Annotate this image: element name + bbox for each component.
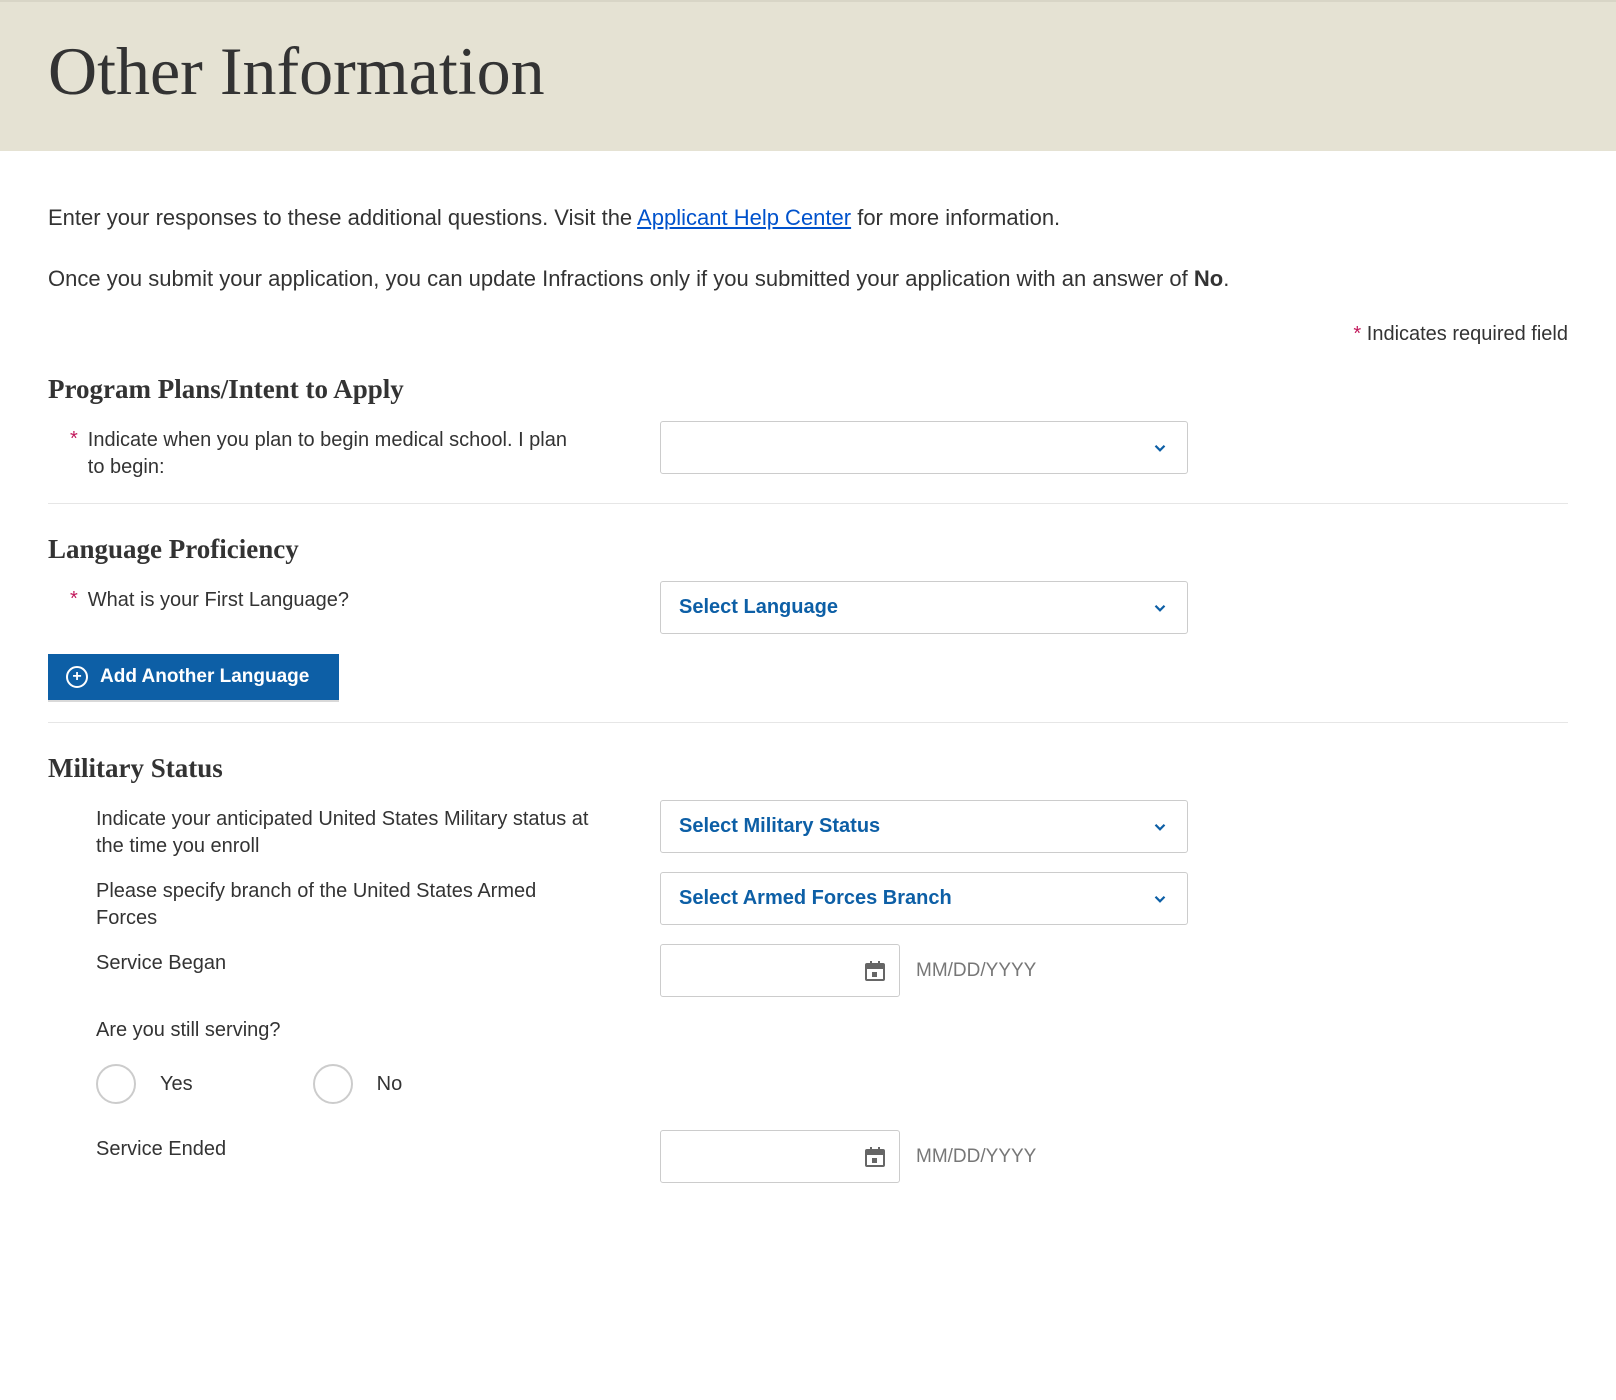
chevron-down-icon — [1151, 818, 1169, 836]
content-area: Enter your responses to these additional… — [0, 151, 1616, 1241]
input-col — [660, 421, 1568, 474]
page-title: Other Information — [48, 32, 1568, 111]
required-note-text: Indicates required field — [1361, 323, 1568, 345]
row-service-began: Service Began MM/DD/YYYY — [48, 944, 1568, 997]
divider — [48, 722, 1568, 723]
row-military-status: Indicate your anticipated United States … — [48, 800, 1568, 860]
date-wrap: MM/DD/YYYY — [660, 1130, 1568, 1183]
intro-paragraph-2: Once you submit your application, you ca… — [48, 262, 1568, 295]
input-col: MM/DD/YYYY — [660, 944, 1568, 997]
date-format-hint: MM/DD/YYYY — [916, 1146, 1036, 1168]
section-heading-military: Military Status — [48, 753, 1568, 784]
row-still-serving: Are you still serving? — [48, 1011, 1568, 1044]
radio-icon — [313, 1064, 353, 1104]
input-col: MM/DD/YYYY — [660, 1130, 1568, 1183]
select-placeholder: Select Armed Forces Branch — [679, 887, 952, 910]
row-service-ended: Service Ended MM/DD/YYYY — [48, 1130, 1568, 1183]
radio-option-no[interactable]: No — [313, 1064, 403, 1104]
select-armed-forces-branch[interactable]: Select Armed Forces Branch — [660, 872, 1188, 925]
date-input-service-began[interactable] — [660, 944, 900, 997]
chevron-down-icon — [1151, 890, 1169, 908]
label-military-status: Indicate your anticipated United States … — [96, 806, 596, 860]
required-field-note: * Indicates required field — [48, 323, 1568, 346]
select-plan-begin[interactable] — [660, 421, 1188, 474]
label-col: Indicate your anticipated United States … — [48, 800, 660, 860]
label-service-began: Service Began — [96, 950, 226, 977]
label-col: Are you still serving? — [48, 1011, 660, 1044]
label-col: Service Ended — [48, 1130, 660, 1163]
intro-text-prefix: Enter your responses to these additional… — [48, 205, 637, 230]
calendar-icon — [863, 1145, 887, 1169]
row-plan-begin: * Indicate when you plan to begin medica… — [48, 421, 1568, 481]
input-col: Select Armed Forces Branch — [660, 872, 1568, 925]
radio-label-yes: Yes — [160, 1073, 193, 1096]
intro-text-suffix: for more information. — [851, 205, 1060, 230]
row-first-language: * What is your First Language? Select La… — [48, 581, 1568, 634]
required-star-icon: * — [70, 587, 78, 611]
select-placeholder: Select Military Status — [679, 815, 880, 838]
section-program-plans: Program Plans/Intent to Apply * Indicate… — [48, 374, 1568, 481]
label-armed-forces-branch: Please specify branch of the United Stat… — [96, 878, 596, 932]
required-star-icon: * — [70, 427, 78, 451]
select-military-status[interactable]: Select Military Status — [660, 800, 1188, 853]
date-input-service-ended[interactable] — [660, 1130, 900, 1183]
select-first-language[interactable]: Select Language — [660, 581, 1188, 634]
label-col: Service Began — [48, 944, 660, 977]
label-service-ended: Service Ended — [96, 1136, 226, 1163]
label-still-serving: Are you still serving? — [96, 1017, 281, 1044]
calendar-icon — [863, 959, 887, 983]
date-format-hint: MM/DD/YYYY — [916, 960, 1036, 982]
section-heading-program-plans: Program Plans/Intent to Apply — [48, 374, 1568, 405]
label-col: * What is your First Language? — [48, 581, 660, 614]
label-plan-begin: Indicate when you plan to begin medical … — [88, 427, 588, 481]
date-wrap: MM/DD/YYYY — [660, 944, 1568, 997]
divider — [48, 503, 1568, 504]
help-center-link[interactable]: Applicant Help Center — [637, 205, 851, 230]
intro-line2-prefix: Once you submit your application, you ca… — [48, 266, 1194, 291]
add-button-label: Add Another Language — [100, 666, 309, 688]
intro-line2-suffix: . — [1223, 266, 1229, 291]
label-first-language: What is your First Language? — [88, 587, 349, 614]
section-language: Language Proficiency * What is your Firs… — [48, 534, 1568, 700]
add-another-language-button[interactable]: + Add Another Language — [48, 654, 339, 700]
input-col: Select Military Status — [660, 800, 1568, 853]
label-col: Please specify branch of the United Stat… — [48, 872, 660, 932]
section-heading-language: Language Proficiency — [48, 534, 1568, 565]
intro-paragraph-1: Enter your responses to these additional… — [48, 201, 1568, 234]
page-header: Other Information — [0, 0, 1616, 151]
plus-icon: + — [66, 666, 88, 688]
select-placeholder: Select Language — [679, 596, 838, 619]
section-military: Military Status Indicate your anticipate… — [48, 753, 1568, 1183]
radio-group-still-serving: Yes No — [48, 1064, 1568, 1104]
label-col: * Indicate when you plan to begin medica… — [48, 421, 660, 481]
radio-option-yes[interactable]: Yes — [96, 1064, 193, 1104]
row-armed-forces-branch: Please specify branch of the United Stat… — [48, 872, 1568, 932]
input-col: Select Language — [660, 581, 1568, 634]
radio-icon — [96, 1064, 136, 1104]
chevron-down-icon — [1151, 439, 1169, 457]
chevron-down-icon — [1151, 599, 1169, 617]
intro-line2-bold: No — [1194, 266, 1223, 291]
radio-label-no: No — [377, 1073, 403, 1096]
